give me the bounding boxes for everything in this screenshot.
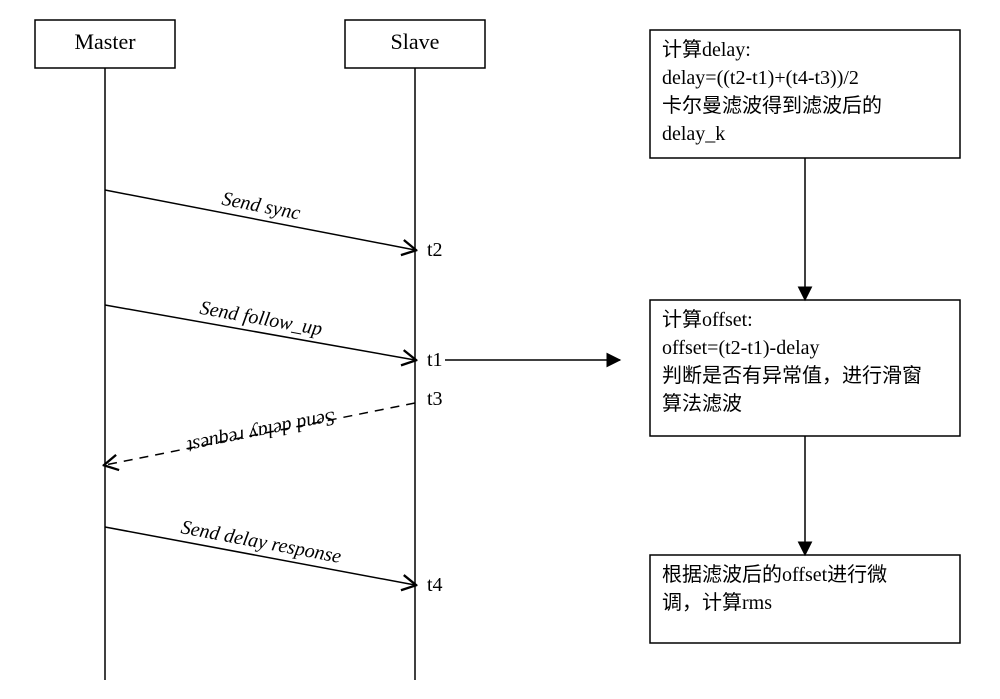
flow-text-line: delay_k xyxy=(662,123,725,145)
timestamp-t2: t2 xyxy=(427,239,443,261)
flow-text-line: 计算delay: xyxy=(662,38,751,61)
message-label: Send follow_up xyxy=(198,297,324,340)
flow-text-line: 根据滤波后的offset进行微 xyxy=(662,563,887,586)
flow-text-line: delay=((t2-t1)+(t4-t3))/2 xyxy=(662,67,859,89)
master-label: Master xyxy=(74,29,136,54)
flow-text-line: 卡尔曼滤波得到滤波后的 xyxy=(662,94,882,117)
message-label: Send delay response xyxy=(179,516,343,568)
timestamp-t3: t3 xyxy=(427,388,443,410)
slave-label: Slave xyxy=(391,29,440,54)
flow-text-line: 判断是否有异常值，进行滑窗 xyxy=(662,364,922,387)
flow-text-line: 算法滤波 xyxy=(662,392,742,415)
flow-text-line: 调，计算rms xyxy=(662,591,772,614)
flow-text-line: 计算offset: xyxy=(662,308,753,331)
message-label: Send delay request xyxy=(185,406,337,457)
flow-text-line: offset=(t2-t1)-delay xyxy=(662,337,820,359)
timestamp-t1: t1 xyxy=(427,349,443,371)
message-label: Send sync xyxy=(220,188,302,225)
timestamp-t4: t4 xyxy=(427,574,443,596)
